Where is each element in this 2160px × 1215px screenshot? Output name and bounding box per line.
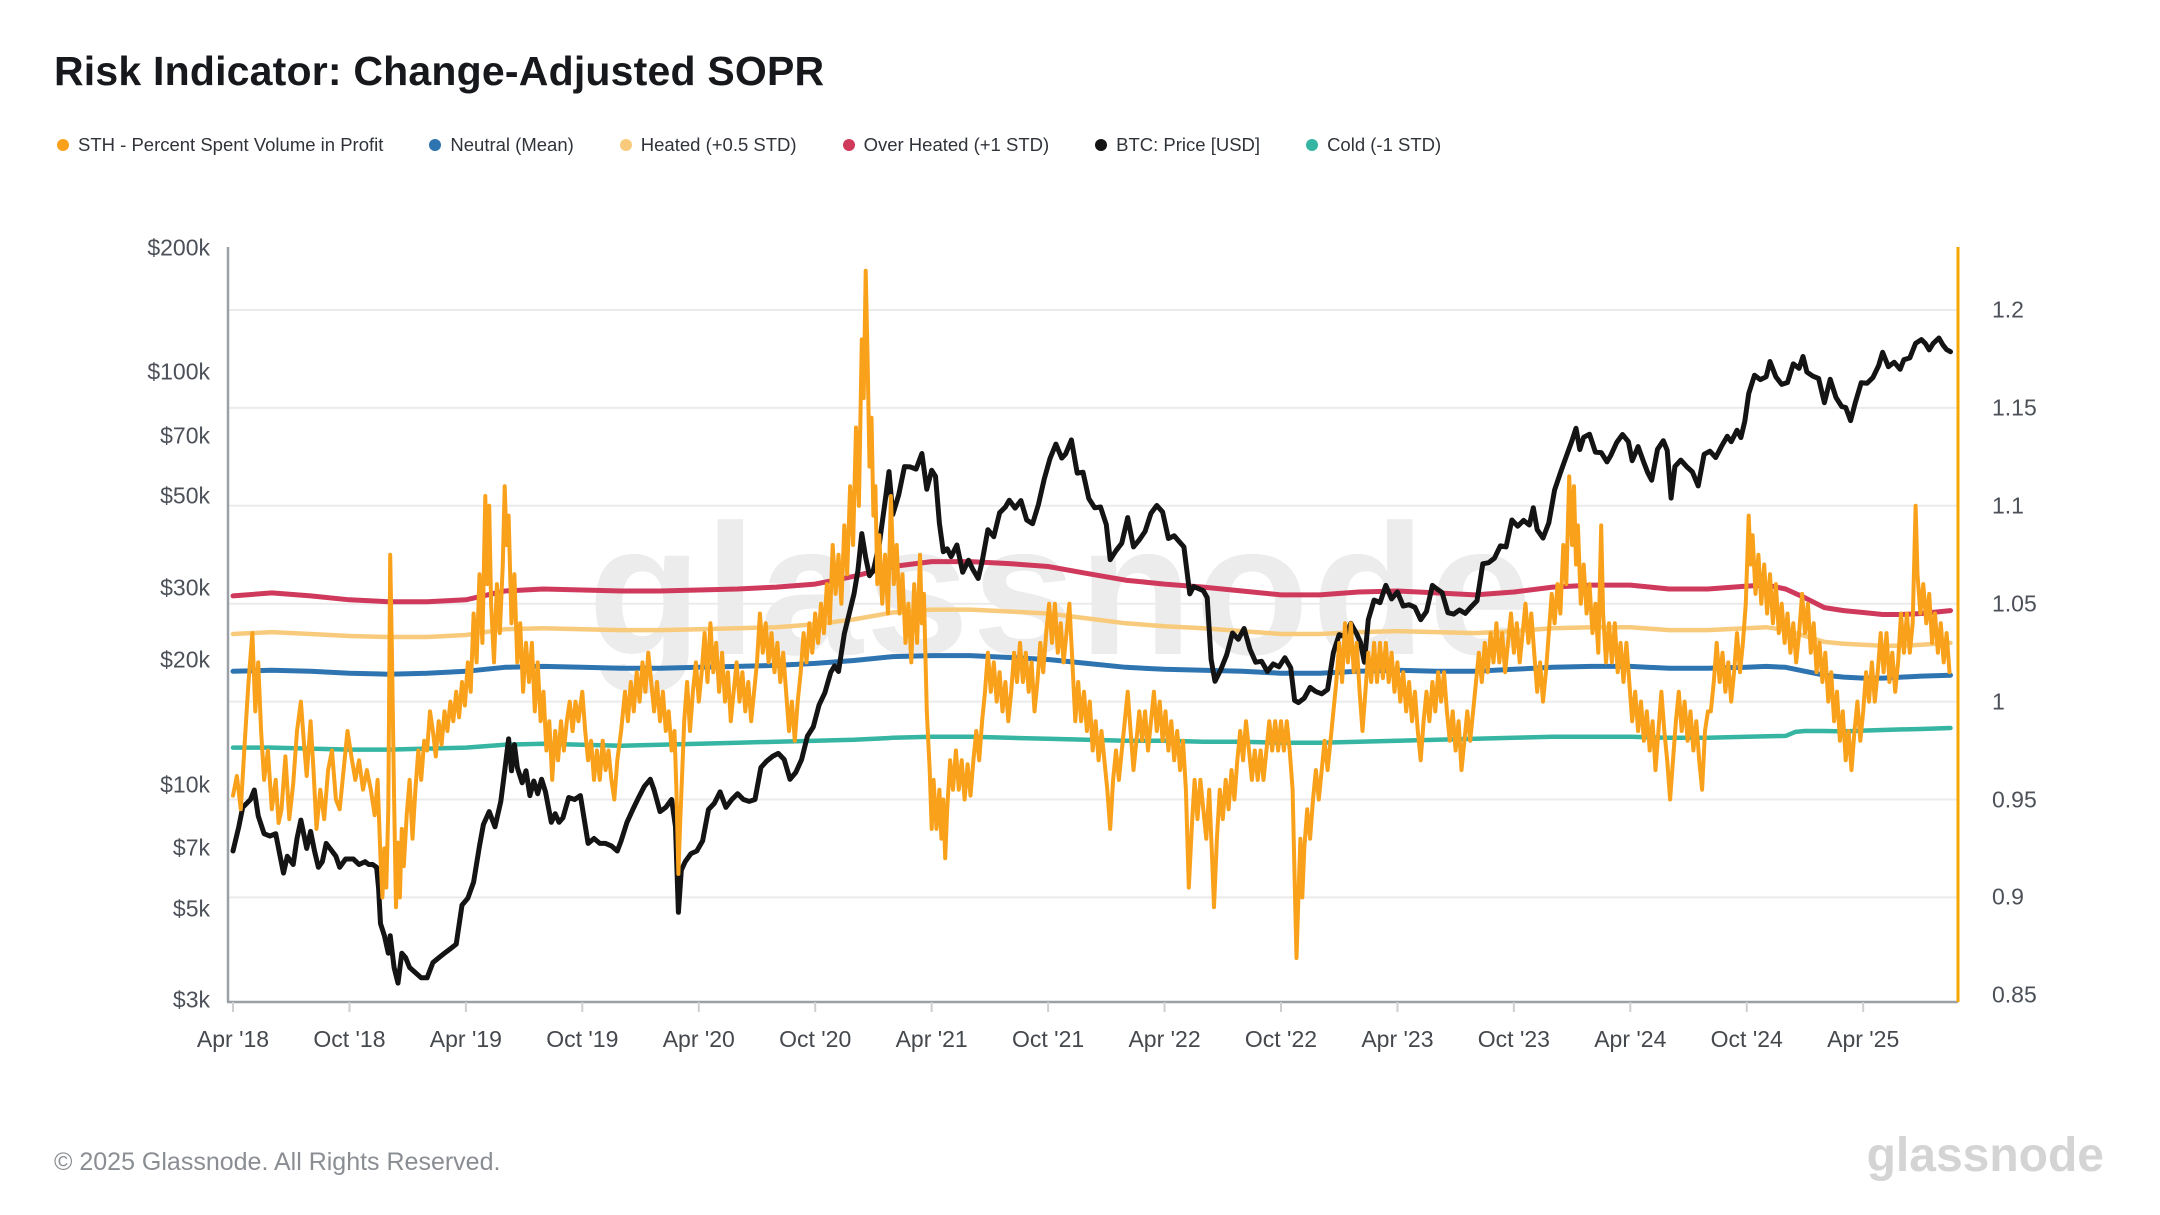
legend-item-label: BTC: Price [USD] [1116,134,1261,155]
legend-dot-icon [429,139,442,151]
legend-item-label: Over Heated (+1 STD) [863,134,1050,155]
page-title: Risk Indicator: Change-Adjusted SOPR [54,48,825,94]
series-neutral-mean [230,653,1953,681]
legend-dot-icon [619,139,632,151]
legend-item-0[interactable]: STH - Percent Spent Volume in Profit [57,134,383,156]
legend-item-label: STH - Percent Spent Volume in Profit [78,134,384,155]
legend-item-4[interactable]: BTC: Price [USD] [1095,134,1260,156]
legend-dot-icon [1095,139,1108,151]
series-over-heated-1-std [230,559,1953,617]
legend-dot-icon [842,139,855,151]
copyright-text: © 2025 Glassnode. All Rights Reserved. [54,1148,501,1176]
chart-legend: STH - Percent Spent Volume in Profit Neut… [57,134,1441,156]
series-sth-percent-spent-volume-in-profit [231,268,1952,961]
legend-dot-icon [57,139,69,151]
legend-item-label: Cold (-1 STD) [1327,134,1442,155]
legend-item-3[interactable]: Over Heated (+1 STD) [842,134,1050,156]
legend-item-label: Neutral (Mean) [450,134,574,155]
legend-item-1[interactable]: Neutral (Mean) [429,134,574,156]
legend-dot-icon [1306,139,1319,151]
legend-item-2[interactable]: Heated (+0.5 STD) [619,134,797,156]
glassnode-logo: glassnode [1866,1129,2104,1182]
legend-item-5[interactable]: Cold (-1 STD) [1306,134,1441,156]
series-btc-price-usd [230,335,1953,986]
legend-item-label: Heated (+0.5 STD) [640,134,797,155]
